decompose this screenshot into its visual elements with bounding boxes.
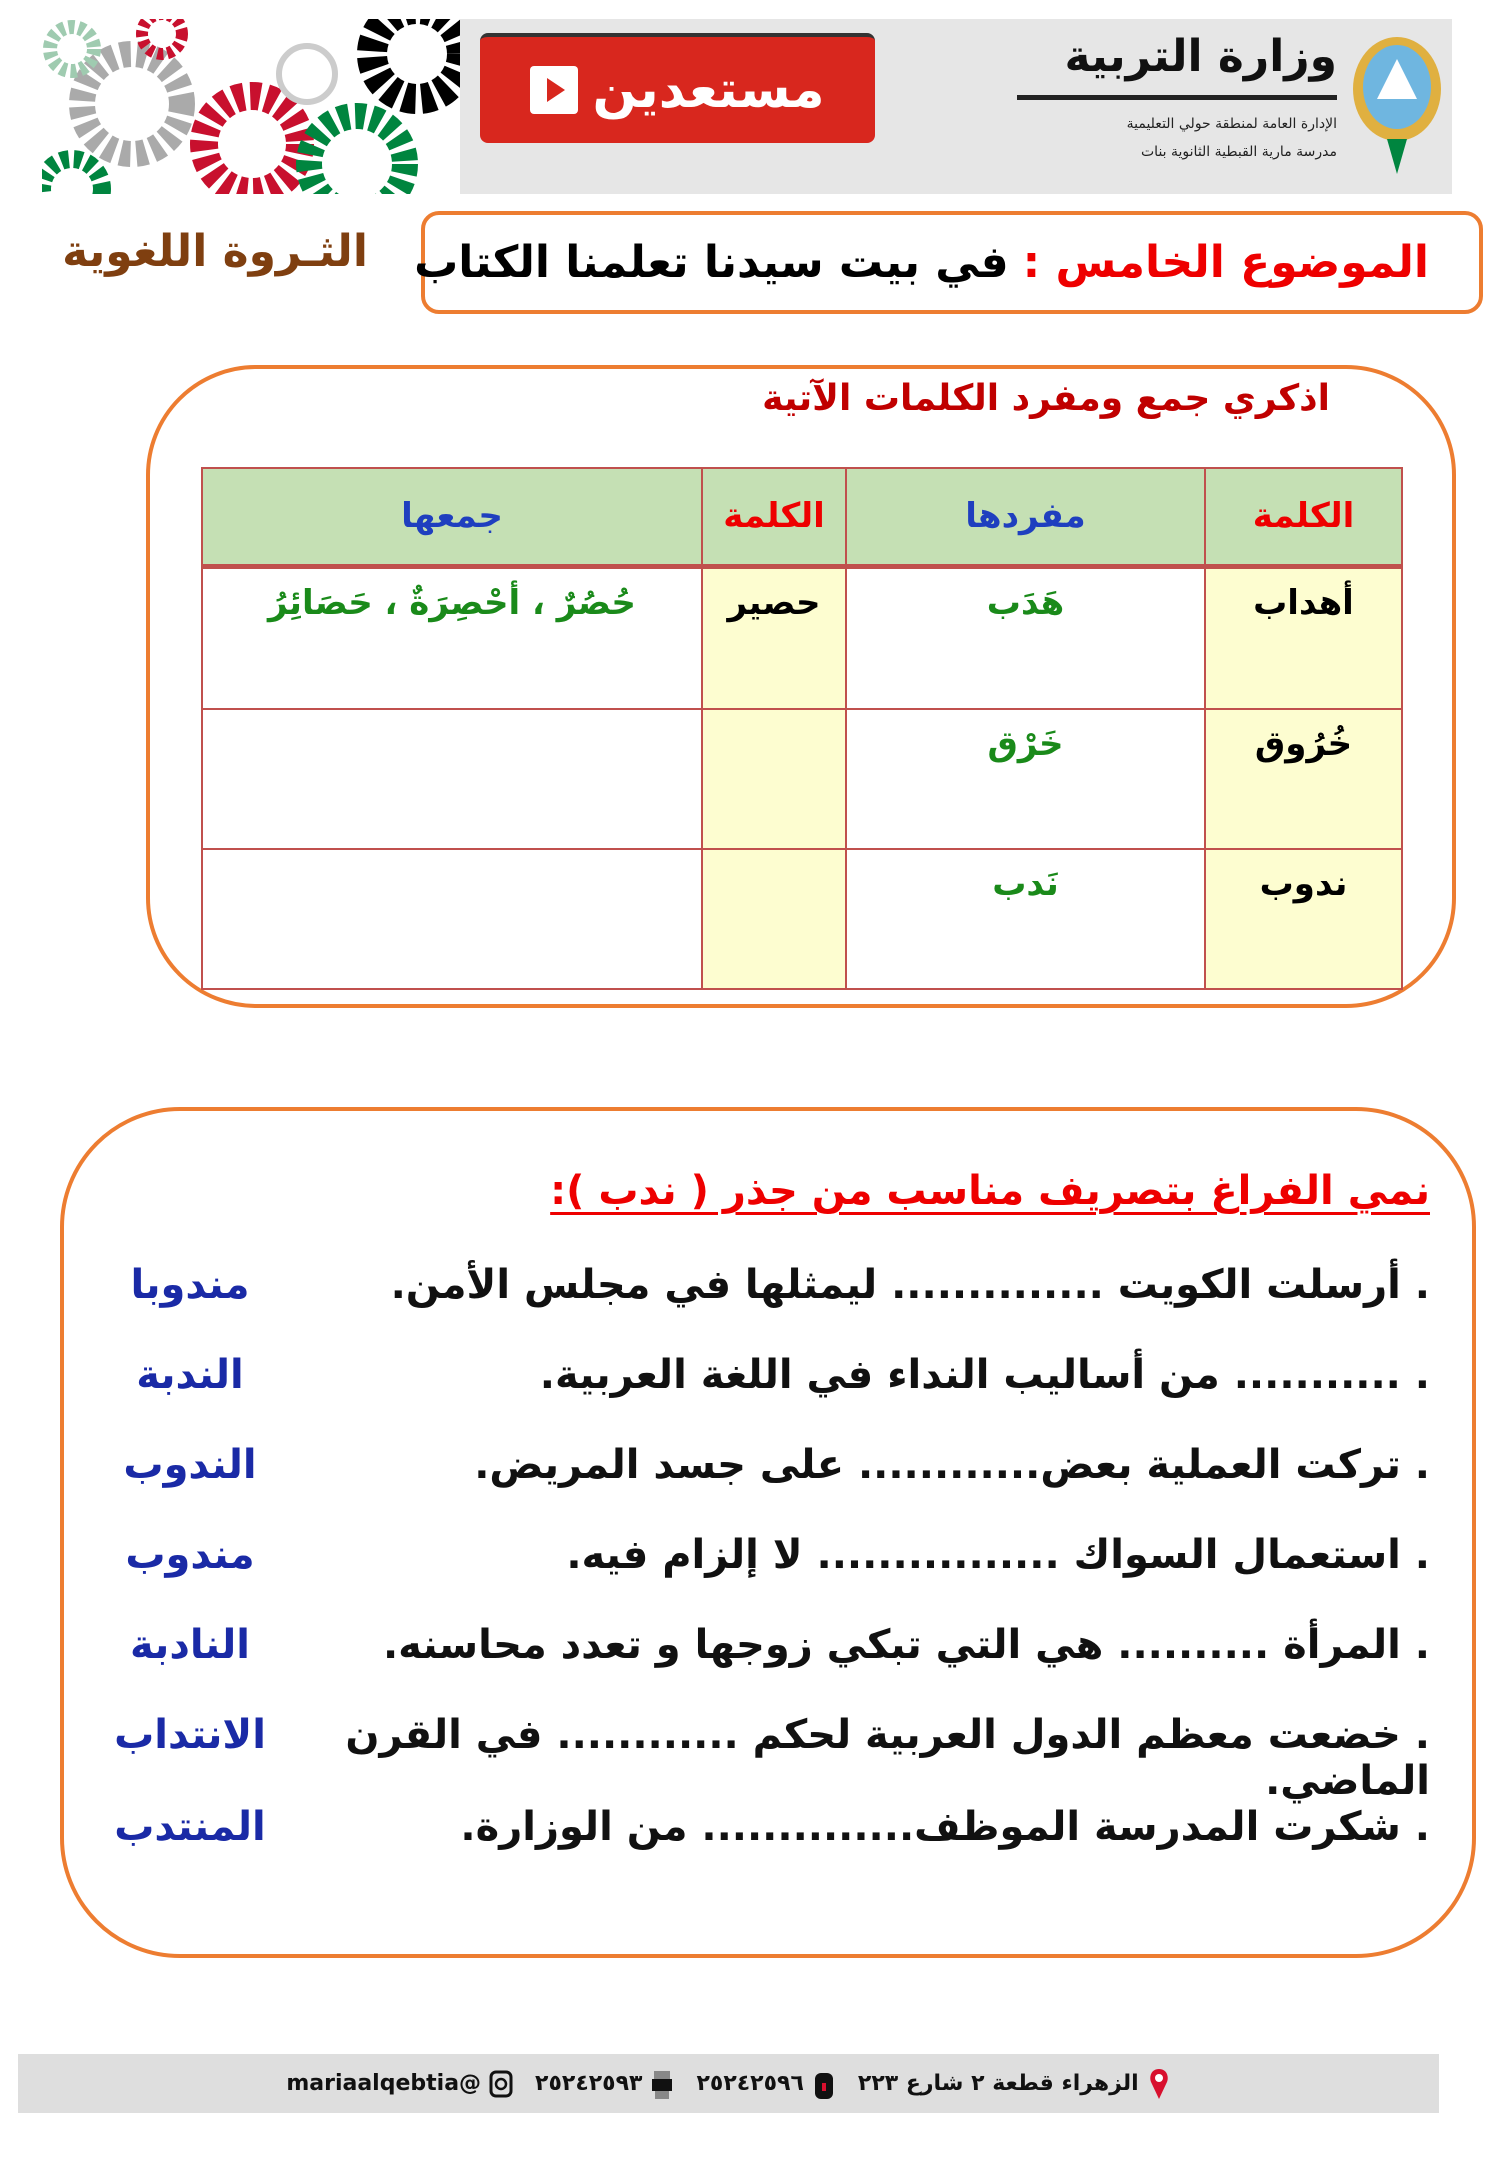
fax-text: ٢٥٢٤٢٥٩٣ (535, 2071, 643, 2096)
header-word: الكلمة (1204, 467, 1403, 569)
exercise1-instruction: اذكري جمع ومفرد الكلمات الآتية (762, 378, 1330, 419)
cell-singular[interactable]: هَدَب (845, 564, 1206, 711)
singular-plural-table: الكلمة مفردها الكلمة جمعها أهداب هَدَب ح… (201, 467, 1403, 990)
school-name: مدرسة مارية القبطية الثانوية بنات (1141, 144, 1337, 160)
cell-plural[interactable]: حُصُرٌ ، أحْصِرَةٌ ، حَصَائِرُ (201, 564, 703, 711)
sentence: . تركت العملية بعض............ على جسد ا… (474, 1442, 1430, 1488)
table-row: أهداب هَدَب حصير حُصُرٌ ، أحْصِرَةٌ ، حَ… (201, 564, 1403, 711)
sentence: . استعمال السواك ................ لا إلز… (566, 1532, 1430, 1578)
button-label: مستعدين (592, 60, 825, 120)
table-header-row: الكلمة مفردها الكلمة جمعها (201, 467, 1403, 569)
exercise1-box (146, 365, 1456, 1008)
cell-singular[interactable]: خَرْق (845, 708, 1206, 851)
list-item: . خضعت معظم الدول العربية لحكم .........… (90, 1712, 1430, 1804)
lesson-label: الموضوع الخامس : (1022, 237, 1429, 288)
list-item: . استعمال السواك ................ لا إلز… (90, 1532, 1430, 1622)
footer-instagram[interactable]: @mariaalqebtia (286, 2067, 513, 2101)
directorate-name: الإدارة العامة لمنطقة حولي التعليمية (1126, 116, 1337, 132)
list-item: . المرأة .......... هي التي تبكي زوجها و… (90, 1622, 1430, 1712)
footer-contact-bar: الزهراء قطعة ٢ شارع ٢٢٣ ٢٥٢٤٢٥٩٦ ٢٥٢٤٢٥٩… (18, 2054, 1439, 2113)
cell-word-2: حصير (701, 564, 847, 711)
cell-plural[interactable] (201, 708, 703, 851)
table-row: خُرُوق خَرْق (201, 708, 1403, 851)
footer-fax: ٢٥٢٤٢٥٩٣ (535, 2067, 674, 2101)
list-item: . شكرت المدرسة الموظف.............. من ا… (90, 1804, 1430, 1894)
fax-icon (652, 2070, 673, 2099)
list-item: . أرسلت الكويت .............. ليمثلها في… (90, 1262, 1430, 1352)
answer: مندوبا (130, 1262, 250, 1308)
location-pin-icon (1149, 2068, 1168, 2099)
answer: النادبة (130, 1622, 250, 1668)
gears-decoration (42, 19, 477, 194)
cell-word-2 (701, 848, 847, 990)
list-item: . ........... من أساليب النداء في اللغة … (90, 1352, 1430, 1442)
sentence: . ........... من أساليب النداء في اللغة … (539, 1352, 1430, 1398)
cell-word: خُرُوق (1204, 708, 1403, 851)
sentence: . أرسلت الكويت .............. ليمثلها في… (390, 1262, 1430, 1308)
kuwait-emblem-icon (1347, 29, 1447, 179)
sentence: . المرأة .......... هي التي تبكي زوجها و… (382, 1622, 1430, 1668)
cell-word: أهداب (1204, 564, 1403, 711)
phone-text: ٢٥٢٤٢٥٩٦ (696, 2071, 804, 2096)
answer: الندبة (136, 1352, 244, 1398)
header-banner: مستعدين وزارة التربية الإدارة العامة لمن… (42, 19, 1452, 194)
instagram-handle[interactable]: @mariaalqebtia (286, 2071, 482, 2096)
list-item: . تركت العملية بعض............ على جسد ا… (90, 1442, 1430, 1532)
header-word-2: الكلمة (701, 467, 847, 569)
divider (1017, 95, 1337, 100)
subscribe-button[interactable]: مستعدين (480, 33, 875, 143)
answer: الانتداب (114, 1712, 266, 1758)
fill-in-list: . أرسلت الكويت .............. ليمثلها في… (90, 1262, 1430, 1894)
lesson-title-box: الموضوع الخامس : في بيت سيدنا تعلمنا الك… (414, 211, 1483, 314)
cell-word: ندوب (1204, 848, 1403, 990)
header-singular: مفردها (845, 467, 1206, 569)
play-icon (530, 66, 579, 114)
footer-phone: ٢٥٢٤٢٥٩٦ (696, 2067, 835, 2101)
telephone-icon (814, 2072, 833, 2099)
answer: المنتدب (114, 1804, 266, 1850)
header-plural: جمعها (201, 467, 703, 569)
table-row: ندوب نَدب (201, 848, 1403, 990)
address-text: الزهراء قطعة ٢ شارع ٢٢٣ (857, 2071, 1139, 2096)
sentence: . خضعت معظم الدول العربية لحكم .........… (345, 1712, 1430, 1804)
cell-plural[interactable] (201, 848, 703, 990)
footer-address: الزهراء قطعة ٢ شارع ٢٢٣ (858, 2067, 1171, 2101)
exercise2-box (60, 1107, 1476, 1958)
exercise2-instruction: نمي الفراغ بتصريف مناسب من جذر ( ندب ): (550, 1168, 1430, 1214)
cell-word-2 (701, 708, 847, 851)
cell-singular[interactable]: نَدب (845, 848, 1206, 990)
ministry-name: وزارة التربية (1064, 31, 1338, 82)
ministry-logo-text: وزارة التربية الإدارة العامة لمنطقة حولي… (897, 27, 1337, 166)
lesson-title: في بيت سيدنا تعلمنا الكتاب (414, 237, 1009, 288)
section-title: الثـروة اللغوية (62, 226, 368, 277)
answer: مندوب (125, 1532, 255, 1578)
answer: الندوب (123, 1442, 257, 1488)
sentence: . شكرت المدرسة الموظف.............. من ا… (460, 1804, 1430, 1850)
instagram-icon (489, 2070, 513, 2097)
